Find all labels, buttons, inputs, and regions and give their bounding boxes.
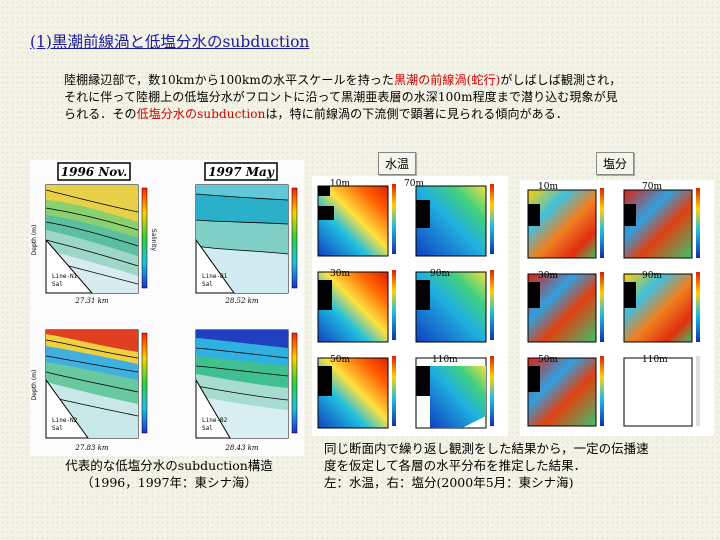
col-title-box-1 <box>57 162 131 181</box>
section-panel-n1: Line-N1 Sal 27.31 km Salinity <box>45 184 157 305</box>
line-label-b2: Line-B2 <box>202 417 228 424</box>
slide-title: (1)黒潮前線渦と低塩分水のsubduction <box>30 33 310 51</box>
sal-depth-label-6: 110m <box>642 355 668 365</box>
sal-depth-label-3: 30m <box>538 271 558 281</box>
intro-text-3: は，特に前線渦の下流側で顕著に見られる傾向がある． <box>265 107 568 121</box>
var-label-b1: Sal <box>202 281 213 288</box>
left-caption-line-2: （1996，1997年：東シナ海） <box>80 475 258 490</box>
salinity-label-n1: Salinity <box>150 229 157 252</box>
line-label-b1: Line-B1 <box>202 273 228 280</box>
right-caption: 同じ断面内で繰り返し観測をした結果から，一定の伝播速 度を仮定して各層の水平分布… <box>324 440 649 491</box>
salinity-maps-figure: 10m 70m 30m 90m 50m 110m <box>520 180 714 436</box>
col-title-1996: 1996 Nov. <box>61 165 128 179</box>
intro-paragraph: 陸棚縁辺部で，数10kmから100kmの水平スケールを持った黒潮の前線渦(蛇行)… <box>64 72 624 123</box>
right-caption-line-2: 度を仮定して各層の水平分布を推定した結果． <box>324 458 587 473</box>
temp-depth-label-6: 110m <box>432 355 458 365</box>
temperature-tab[interactable]: 水温 <box>378 152 417 175</box>
temp-depth-label-3: 30m <box>330 269 350 279</box>
dist-n2: 27.83 km <box>74 444 109 452</box>
line-label-n1: Line-N1 <box>52 273 78 280</box>
salinity-tab[interactable]: 塩分 <box>596 152 635 175</box>
line-label-n2: Line-N2 <box>52 417 78 424</box>
temperature-maps-figure: 10m 70m 30m 90m 50m 110m <box>312 176 508 436</box>
section-panel-n2: Line-N2 Sal 27.83 km <box>45 329 148 452</box>
dist-n1: 27.31 km <box>74 297 109 305</box>
depth-axis-label-bottom: Depth (m) <box>31 370 38 401</box>
section-panel-b2: Line-B2 Sal 28.43 km <box>195 329 298 452</box>
sal-depth-label-1: 10m <box>538 182 558 192</box>
sal-depth-label-5: 50m <box>538 355 558 365</box>
temp-depth-label-5: 50m <box>330 355 350 365</box>
intro-text-2: がしばしば観測され，それに伴って陸棚上の低塩分水がフロントに沿って黒潮亜表層の水… <box>64 73 622 121</box>
temperature-maps-svg: 10m 70m 30m 90m 50m 110m <box>317 179 494 429</box>
temp-depth-label-1: 10m <box>330 179 350 189</box>
intro-text-1: 陸棚縁辺部で，数10kmから100kmの水平スケールを持った <box>64 73 394 87</box>
section-panel-b1: Line-B1 Sal 28.52 km <box>195 184 298 305</box>
temp-depth-label-4: 90m <box>430 269 450 279</box>
left-caption-line-1: 代表的な低塩分水のsubduction構造 <box>65 458 273 473</box>
salinity-maps-svg: 10m 70m 30m 90m 50m 110m <box>527 182 700 427</box>
dist-b2: 28.43 km <box>224 444 259 452</box>
depth-axis-label-top: Depth (m) <box>31 225 38 256</box>
right-caption-line-3: 左：水温，右：塩分(2000年5月：東シナ海) <box>324 475 574 490</box>
sal-depth-label-4: 90m <box>642 271 662 281</box>
intro-highlight-2: 低塩分水のsubduction <box>136 107 266 121</box>
left-caption: 代表的な低塩分水のsubduction構造 （1996，1997年：東シナ海） <box>44 457 294 491</box>
sal-depth-label-2: 70m <box>642 182 662 192</box>
var-label-b2: Sal <box>202 425 213 432</box>
temp-depth-label-2: 70m <box>404 179 424 189</box>
right-caption-line-1: 同じ断面内で繰り返し観測をした結果から，一定の伝播速 <box>324 441 649 456</box>
col-title-1997: 1997 May <box>208 165 275 179</box>
var-label-n2: Sal <box>52 425 63 432</box>
var-label-n1: Sal <box>52 281 63 288</box>
col-title-box-2 <box>204 162 278 181</box>
salinity-section-svg: 1996 Nov. 1997 May Line-N1 Sal 27.31 km … <box>31 162 298 452</box>
salinity-section-figure: 1996 Nov. 1997 May Line-N1 Sal 27.31 km … <box>30 160 304 456</box>
intro-highlight-1: 黒潮の前線渦(蛇行) <box>394 73 501 87</box>
dist-b1: 28.52 km <box>224 297 259 305</box>
